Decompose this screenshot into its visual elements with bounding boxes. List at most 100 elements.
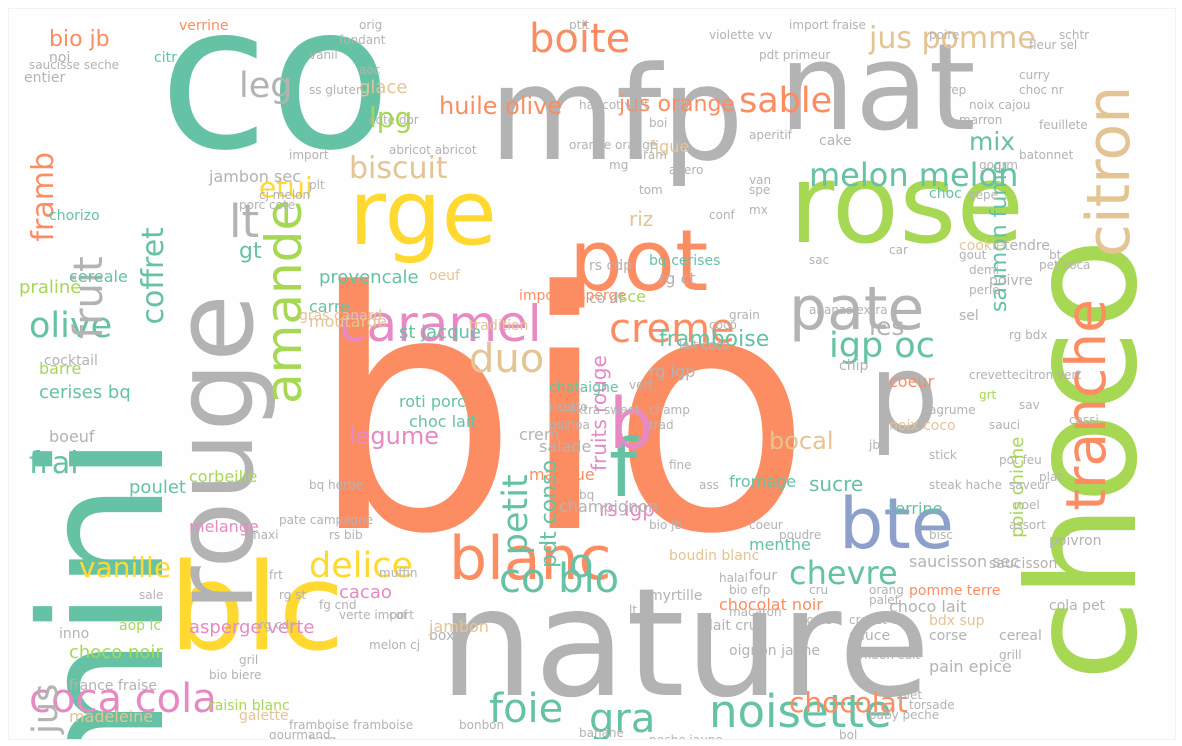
cloud-word: frai	[29, 446, 79, 481]
cloud-word: plet	[899, 688, 923, 702]
cloud-word: citron	[1074, 85, 1144, 257]
cloud-word: galette	[239, 708, 289, 724]
cloud-word: poivron	[1049, 533, 1102, 549]
cloud-word: corse	[929, 628, 967, 644]
cloud-word: amande	[255, 199, 313, 404]
cloud-word: pur jus	[26, 684, 66, 739]
cloud-word: coca cola	[29, 676, 217, 722]
cloud-word: sale	[139, 588, 164, 602]
cloud-word: co dl	[589, 291, 623, 307]
cloud-word: coco	[709, 318, 737, 332]
cloud-word: rouge	[150, 294, 278, 612]
cloud-word: sucre	[809, 472, 864, 496]
cloud-word: poulet	[129, 477, 186, 498]
cloud-word: rs cdp	[589, 258, 632, 274]
cloud-word: import	[289, 148, 329, 162]
cloud-word: car	[889, 243, 908, 257]
cloud-word: perle	[969, 283, 1000, 297]
cloud-word: saveur	[1009, 478, 1050, 492]
cloud-word: rg igp	[649, 362, 696, 381]
cloud-word: lait coco	[679, 338, 730, 352]
cloud-word: glace	[359, 77, 408, 98]
cloud-word: fleur sel	[1029, 38, 1078, 52]
cloud-word: boite	[529, 16, 631, 62]
cloud-word: rge	[349, 161, 497, 266]
cloud-word: coeur	[889, 372, 935, 391]
cloud-word: grt	[979, 388, 997, 402]
cloud-word: terrine	[889, 499, 943, 518]
cloud-word: steak hache	[929, 478, 1003, 492]
cloud-word: carre	[309, 297, 350, 316]
cloud-word: bonbon	[459, 718, 505, 732]
cloud-word: nature	[439, 557, 931, 731]
cloud-word: biscuit	[349, 151, 448, 186]
cloud-word: coffret	[136, 227, 171, 325]
cloud-word: agrume	[929, 403, 976, 417]
cloud-word: pomme terre	[909, 583, 1001, 599]
cloud-word: rg bdx	[1009, 328, 1048, 342]
cloud-word: poudre	[779, 528, 822, 542]
cloud-word: citr	[154, 50, 177, 66]
cloud-word: saucisson sec	[909, 552, 1020, 571]
cloud-word: mx	[749, 203, 768, 217]
cloud-word: ptit	[569, 18, 590, 32]
cloud-word: vert	[629, 378, 654, 392]
cloud-word: prep	[939, 83, 967, 97]
cloud-word: schtr	[1059, 28, 1090, 42]
cloud-word: van	[749, 173, 772, 187]
cloud-word: sac	[809, 253, 830, 267]
cloud-word: fine	[669, 458, 692, 472]
cloud-word: import fraise	[789, 18, 866, 32]
cloud-word: legume	[349, 422, 440, 450]
cloud-word: ass	[699, 478, 719, 492]
cloud-word: sauci	[989, 418, 1021, 432]
cloud-word: pot feu	[999, 453, 1042, 467]
cloud-word: spe	[749, 183, 771, 197]
cloud-word: jb	[869, 438, 880, 452]
cloud-word: mangue	[529, 465, 595, 484]
cloud-word: jus pomme	[869, 21, 1036, 56]
cloud-word: framboise	[659, 327, 770, 352]
cloud-word: muffin	[379, 566, 418, 580]
cloud-word: madeleine	[69, 707, 154, 726]
cloud-word: citron vert	[1019, 368, 1082, 382]
cloud-word: cookie	[959, 238, 1005, 254]
cloud-word: conf	[709, 208, 735, 222]
cloud-word: orang	[869, 583, 904, 597]
cloud-word: lpg	[369, 101, 413, 134]
cloud-word: bdx sup	[929, 613, 985, 629]
cloud-word: bio biere	[209, 668, 262, 682]
cloud-word: inno	[59, 626, 90, 642]
cloud-word: delice	[309, 546, 413, 586]
cloud-word: chevre	[789, 554, 898, 592]
cloud-word: jambon sec	[209, 167, 301, 186]
cloud-word: cepe	[969, 188, 998, 202]
cloud-word: torsade	[909, 698, 955, 712]
cloud-word: palet	[869, 593, 900, 607]
cloud-word: f	[609, 422, 638, 515]
cloud-word: creme	[609, 306, 735, 352]
cloud-word: p	[869, 330, 939, 458]
cloud-word: marron	[959, 113, 1003, 127]
cloud-word: violette vv	[709, 28, 773, 42]
cloud-word: rs bib	[329, 528, 363, 542]
cloud-word: noisette	[709, 685, 892, 738]
cloud-word: crem	[519, 425, 560, 444]
cloud-word: sauce	[849, 628, 891, 644]
cloud-word: abricot abricot	[389, 143, 477, 157]
cloud-word: crevette	[969, 368, 1019, 382]
cloud-word: rs igp	[599, 497, 655, 521]
cloud-word: cereale	[69, 267, 128, 286]
cloud-word: choc nr	[1019, 83, 1064, 97]
cloud-word: france fraise	[69, 678, 157, 694]
cloud-word: cocktail	[44, 353, 98, 369]
cloud-word: assort	[1009, 518, 1046, 532]
cloud-word: vanil	[309, 48, 338, 62]
cloud-word: boeuf	[49, 427, 95, 446]
cloud-word: choc lait	[409, 412, 477, 431]
cloud-word: tendre	[1004, 238, 1050, 254]
cloud-word: cof	[389, 608, 408, 622]
cloud-word: cerises bq	[39, 382, 131, 403]
cloud-word: etui	[259, 171, 313, 204]
cloud-word: roti porc	[399, 392, 466, 411]
